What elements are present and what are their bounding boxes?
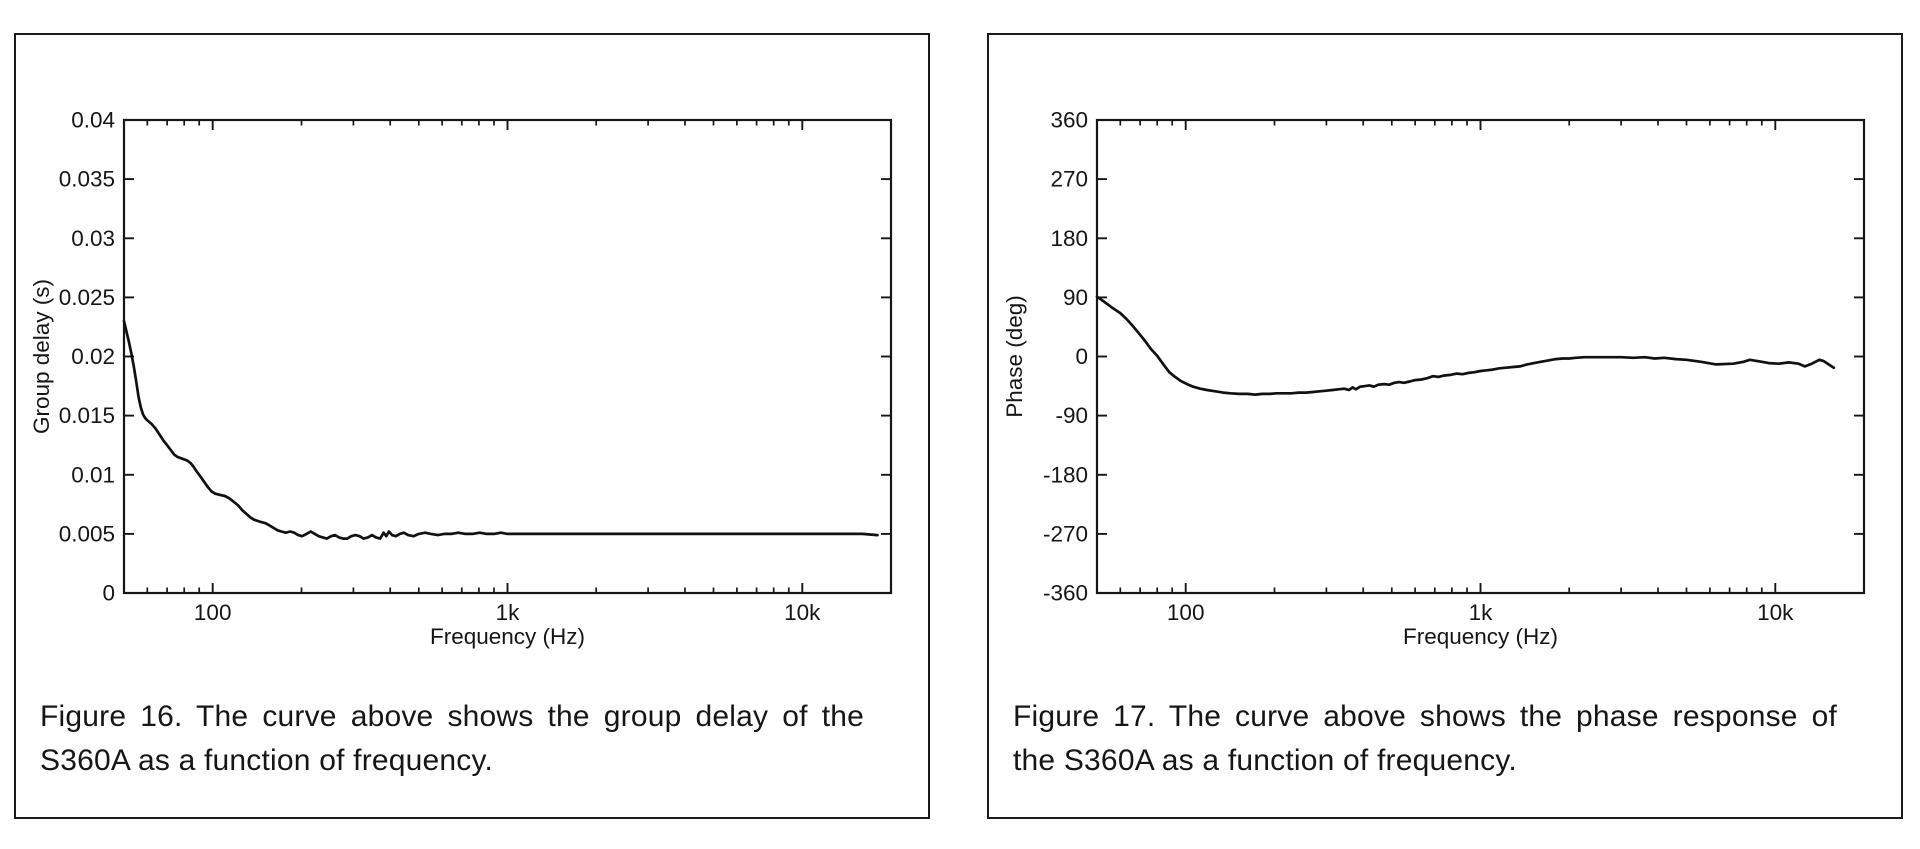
y-axis-label: Group delay (s): [29, 279, 54, 434]
figure-17-caption: Figure 17. The curve above shows the pha…: [1013, 695, 1837, 783]
x-axis-label: Frequency (Hz): [1403, 624, 1558, 649]
phase-chart: 100 1k 10k -360 -270 -180 -90 0 90 180 270 360 Frequ…: [1002, 108, 1866, 649]
y-tick-label: 270: [1050, 167, 1088, 192]
caption-line: the S360A as a function of frequency.: [1013, 744, 1517, 777]
y-tick-label: 0.02: [71, 344, 115, 369]
x-tick-label: 100: [194, 600, 232, 625]
y-tick-label: 0.03: [71, 226, 115, 251]
y-tick-label: 180: [1050, 226, 1088, 251]
figure-16-caption: Figure 16. The curve above shows the gro…: [40, 695, 864, 783]
x-tick-label: 100: [1167, 600, 1205, 625]
y-tick-label: 360: [1050, 108, 1088, 133]
figure-16-panel: 100 1k 10k 0 0.005 0.01 0.015 0.02 0.025 0.03 0.03…: [14, 33, 930, 819]
y-tick-label: 0: [102, 581, 115, 606]
y-tick-label: 0: [1075, 344, 1088, 369]
caption-line: S360A as a function of frequency.: [40, 744, 494, 777]
y-tick-label: 0.005: [59, 521, 115, 546]
caption-line: Figure 16. The curve above shows the gro…: [40, 700, 864, 733]
y-tick-label: 0.01: [71, 462, 115, 487]
x-tick-label: 1k: [1469, 600, 1494, 625]
x-tick-label: 10k: [784, 600, 821, 625]
y-tick-label: 90: [1063, 285, 1088, 310]
y-tick-label: -90: [1055, 403, 1088, 428]
y-tick-label: 0.035: [59, 167, 115, 192]
group-delay-chart: 100 1k 10k 0 0.005 0.01 0.015 0.02 0.025 0.03 0.03…: [29, 108, 893, 649]
x-axis-label: Frequency (Hz): [430, 624, 585, 649]
data-curve: [1095, 295, 1836, 396]
caption-line: Figure 17. The curve above shows the pha…: [1013, 700, 1837, 733]
y-tick-label: 0.025: [59, 285, 115, 310]
figure-17-panel: 100 1k 10k -360 -270 -180 -90 0 90 180 270 360 Frequ…: [987, 33, 1903, 819]
data-curve: [122, 319, 879, 540]
plot-frame: [1095, 118, 1866, 595]
y-tick-label: -360: [1043, 581, 1088, 606]
y-axis-label: Phase (deg): [1002, 295, 1027, 418]
y-tick-label: -270: [1043, 521, 1088, 546]
x-tick-label: 1k: [496, 600, 521, 625]
y-tick-label: -180: [1043, 462, 1088, 487]
y-tick-label: 0.015: [59, 403, 115, 428]
plot-frame: [122, 118, 893, 595]
x-tick-label: 10k: [1757, 600, 1794, 625]
y-tick-label: 0.04: [71, 108, 115, 133]
